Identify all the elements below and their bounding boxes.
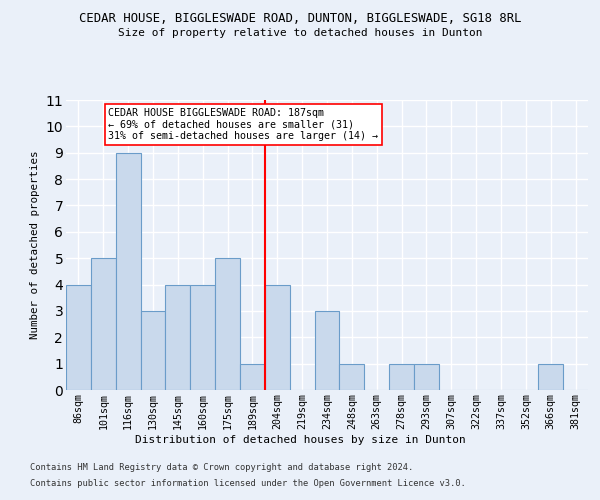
Bar [140,311,166,390]
Bar [414,364,439,390]
Y-axis label: Number of detached properties: Number of detached properties [30,151,40,340]
Bar [240,364,265,390]
Text: Size of property relative to detached houses in Dunton: Size of property relative to detached ho… [118,28,482,38]
Text: CEDAR HOUSE BIGGLESWADE ROAD: 187sqm
← 69% of detached houses are smaller (31)
3: CEDAR HOUSE BIGGLESWADE ROAD: 187sqm ← 6… [108,108,378,141]
Bar [538,364,563,390]
Text: Distribution of detached houses by size in Dunton: Distribution of detached houses by size … [134,435,466,445]
Bar [265,284,290,390]
Text: Contains public sector information licensed under the Open Government Licence v3: Contains public sector information licen… [30,478,466,488]
Text: Contains HM Land Registry data © Crown copyright and database right 2024.: Contains HM Land Registry data © Crown c… [30,464,413,472]
Text: CEDAR HOUSE, BIGGLESWADE ROAD, DUNTON, BIGGLESWADE, SG18 8RL: CEDAR HOUSE, BIGGLESWADE ROAD, DUNTON, B… [79,12,521,26]
Bar [91,258,116,390]
Bar [340,364,364,390]
Bar [190,284,215,390]
Bar [314,311,340,390]
Bar [215,258,240,390]
Bar [166,284,190,390]
Bar [116,152,140,390]
Bar [389,364,414,390]
Bar [66,284,91,390]
